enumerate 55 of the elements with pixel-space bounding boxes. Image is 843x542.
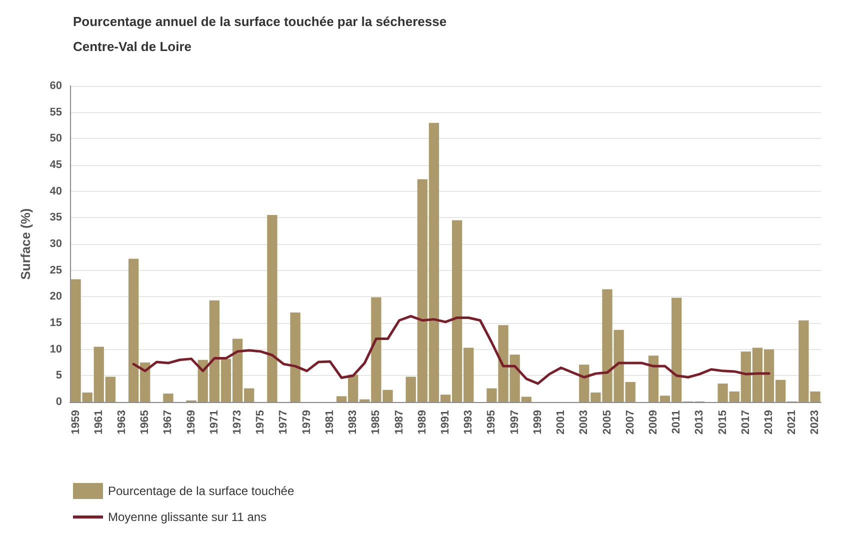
y-tick-label: 55 [50, 106, 62, 118]
x-tick-label: 1967 [162, 410, 174, 434]
x-tick-label: 2023 [809, 410, 822, 434]
x-tick-label: 2015 [716, 410, 729, 434]
chart-subtitle: Centre-Val de Loire [73, 39, 192, 54]
y-tick-label: 5 [56, 370, 62, 382]
y-tick-label: 40 [50, 185, 62, 198]
x-tick-label: 1995 [486, 410, 498, 434]
legend-label: Moyenne glissante sur 11 ans [108, 510, 267, 524]
x-tick-label: 2013 [694, 410, 706, 434]
x-tick-label: 1993 [462, 410, 475, 434]
x-tick-label: 1997 [508, 410, 521, 434]
y-tick-label: 60 [50, 80, 62, 92]
x-tick-label: 2007 [624, 410, 636, 434]
legend-label: Pourcentage de la surface touchée [108, 484, 294, 498]
x-tick-label: 1989 [416, 410, 428, 434]
bar [163, 394, 174, 402]
x-tick-label: 2011 [670, 410, 683, 434]
x-tick-label: 2001 [555, 410, 568, 434]
y-tick-label: 0 [56, 396, 62, 408]
x-tick-label: 1977 [278, 410, 290, 434]
x-tick-label: 1999 [532, 410, 544, 434]
x-tick-label: 1981 [324, 410, 336, 434]
x-tick-label: 1965 [139, 410, 152, 434]
y-tick-label: 30 [50, 238, 62, 250]
line-series [132, 314, 770, 385]
x-tick-label: 1969 [185, 410, 198, 434]
y-tick-label: 15 [50, 317, 62, 329]
x-tick-label: 2003 [578, 410, 590, 434]
x-tick-label: 1987 [393, 410, 406, 434]
y-tick-label: 25 [50, 264, 62, 276]
x-tick-label: 1961 [92, 410, 105, 434]
y-tick-label: 45 [50, 159, 62, 171]
x-tick-label: 1991 [440, 410, 452, 434]
x-tick-label: 2017 [740, 410, 752, 434]
x-tick-label: 1959 [70, 410, 82, 434]
x-tick-label: 2021 [786, 410, 798, 434]
x-tick-label: 1975 [254, 410, 267, 434]
x-tick-label: 2005 [601, 410, 614, 434]
x-tick-label: 1979 [300, 410, 313, 434]
x-tick-label: 1985 [370, 410, 382, 434]
y-tick-label: 20 [50, 290, 62, 303]
chart-title: Pourcentage annuel de la surface touchée par la sécheresse [73, 14, 447, 29]
x-tick-label: 2019 [763, 410, 776, 434]
x-tick-label: 1983 [347, 410, 360, 434]
y-tick-label: 35 [50, 212, 62, 224]
y-axis-title: Surface (%) [18, 208, 33, 280]
bar [267, 215, 278, 402]
x-tick-label: 1963 [116, 410, 128, 434]
x-tick-label: 1971 [208, 410, 220, 434]
x-tick-label: 1973 [232, 410, 244, 434]
x-tick-label: 2009 [647, 410, 660, 434]
y-tick-label: 50 [50, 132, 62, 145]
bar [290, 312, 300, 402]
y-tick-label: 10 [50, 343, 62, 356]
